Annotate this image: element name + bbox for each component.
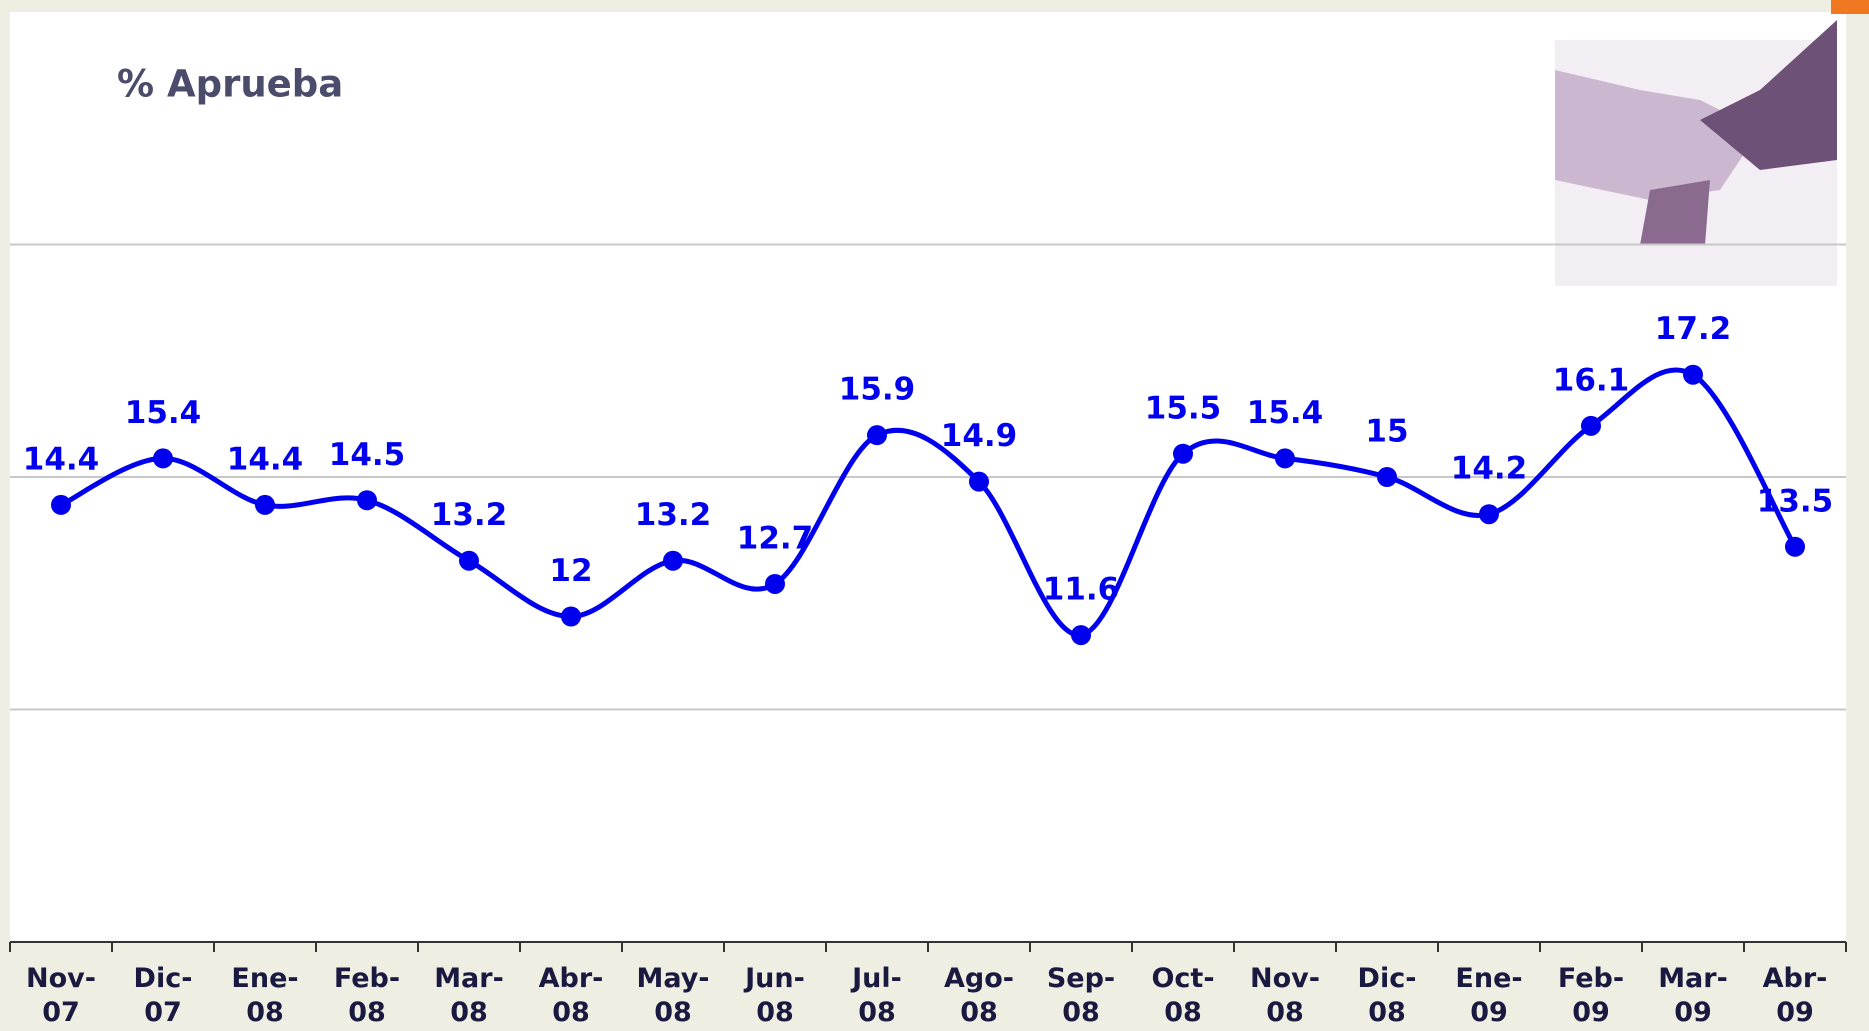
- value-label: 13.5: [1757, 483, 1834, 519]
- point: [1479, 504, 1499, 525]
- point: [1377, 467, 1397, 487]
- point: [357, 490, 377, 511]
- value-label: 12.7: [737, 520, 814, 556]
- x-tick-label: Nov-08: [1250, 963, 1320, 1028]
- x-tick-label: Ene-08: [231, 963, 299, 1028]
- x-tick-label: Mar-09: [1658, 963, 1728, 1028]
- x-tick-label: Sep-08: [1046, 963, 1116, 1028]
- x-tick-label: Ene-09: [1455, 963, 1523, 1028]
- x-tick-label: Abr-09: [1762, 963, 1828, 1028]
- x-tick-label: Jun-08: [745, 963, 805, 1028]
- value-label: 16.1: [1553, 362, 1630, 398]
- value-label: 15.9: [839, 372, 916, 408]
- point: [765, 573, 785, 594]
- point: [1275, 448, 1295, 469]
- point: [459, 550, 479, 571]
- value-label: 13.2: [635, 497, 712, 533]
- value-label: 17.2: [1655, 311, 1732, 347]
- chart-title: % Aprueba: [117, 63, 343, 106]
- value-label: 14.5: [329, 437, 406, 473]
- x-tick-label: Dic-08: [1357, 963, 1417, 1028]
- value-label: 15.4: [1247, 395, 1324, 431]
- x-tick-label: Mar-08: [434, 963, 504, 1028]
- x-tick-label: Abr-08: [538, 963, 604, 1028]
- point: [663, 550, 683, 571]
- point: [867, 425, 887, 446]
- value-label: 13.2: [431, 497, 508, 533]
- x-tick-label: Nov-07: [26, 963, 96, 1028]
- x-tick-label: Feb-09: [1557, 963, 1625, 1028]
- x-tick-label: Jul-08: [852, 963, 902, 1028]
- point: [561, 606, 581, 627]
- value-label: 14.2: [1451, 451, 1528, 487]
- value-label: 15: [1365, 414, 1408, 450]
- point: [1173, 443, 1193, 464]
- point: [51, 494, 71, 515]
- corner-mark: [1831, 0, 1869, 14]
- point: [153, 448, 173, 469]
- value-label: 14.4: [227, 441, 304, 477]
- value-label: 11.6: [1043, 572, 1120, 608]
- point: [1683, 364, 1703, 385]
- point: [1581, 415, 1601, 436]
- handshake-image: [1555, 20, 1837, 286]
- value-label: 15.5: [1145, 390, 1222, 426]
- x-tick-label: Dic-07: [133, 963, 193, 1028]
- point: [1071, 625, 1091, 646]
- x-tick-label: Oct-08: [1151, 963, 1215, 1028]
- point: [969, 471, 989, 492]
- value-label: 15.4: [125, 395, 202, 431]
- value-label: 14.9: [941, 418, 1018, 454]
- x-tick-label: Feb-08: [333, 963, 401, 1028]
- x-tick-label: May-08: [636, 963, 710, 1028]
- point: [255, 494, 275, 515]
- value-label: 12: [549, 553, 592, 589]
- x-tick-label: Ago-08: [944, 963, 1014, 1028]
- value-label: 14.4: [23, 441, 100, 477]
- point: [1785, 536, 1805, 557]
